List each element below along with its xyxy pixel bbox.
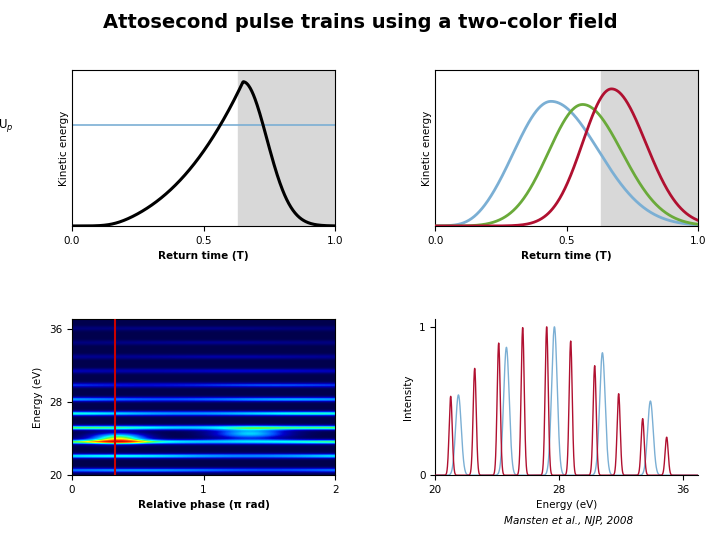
X-axis label: Return time (T): Return time (T) xyxy=(521,251,612,261)
Bar xyxy=(238,70,336,226)
Text: 3 U$_p$: 3 U$_p$ xyxy=(0,117,14,133)
Y-axis label: Energy (eV): Energy (eV) xyxy=(33,367,43,428)
Y-axis label: Intensity: Intensity xyxy=(403,375,413,420)
Y-axis label: Kinetic energy: Kinetic energy xyxy=(423,111,433,186)
X-axis label: Energy (eV): Energy (eV) xyxy=(536,501,598,510)
Text: Attosecond pulse trains using a two-color field: Attosecond pulse trains using a two-colo… xyxy=(103,14,617,32)
Text: Mansten et al., NJP, 2008: Mansten et al., NJP, 2008 xyxy=(504,516,633,526)
X-axis label: Return time (T): Return time (T) xyxy=(158,251,249,261)
X-axis label: Relative phase (π rad): Relative phase (π rad) xyxy=(138,501,269,510)
Y-axis label: Kinetic energy: Kinetic energy xyxy=(59,111,69,186)
Bar xyxy=(601,70,698,226)
